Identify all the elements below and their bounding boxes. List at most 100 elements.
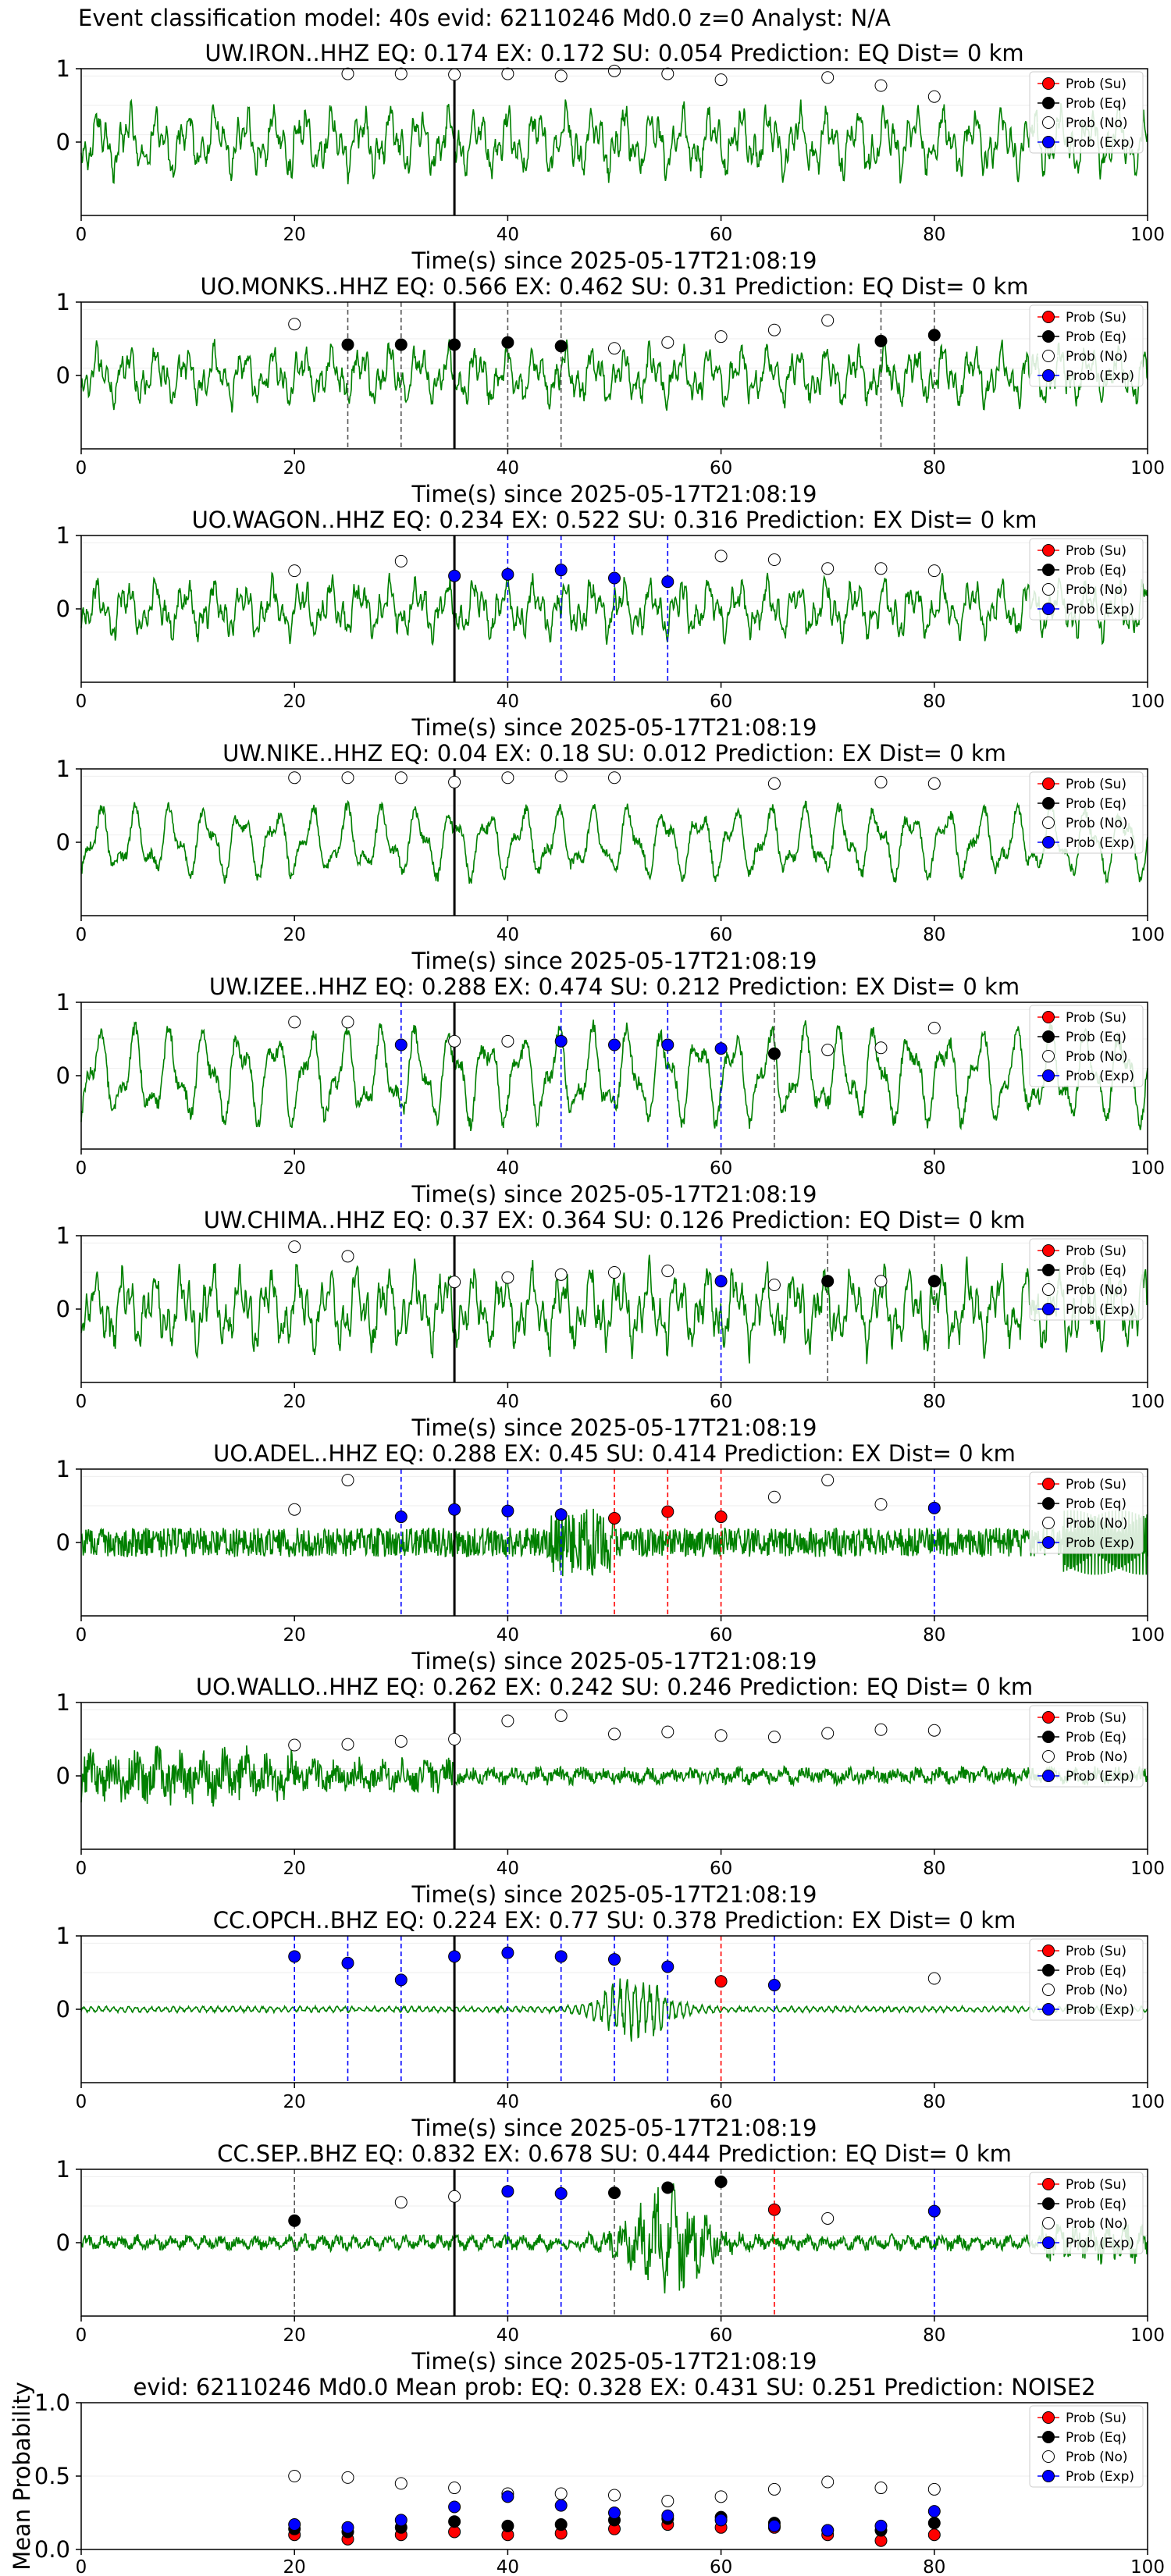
prob-marker-no bbox=[501, 1714, 514, 1727]
legend-label-exp: Prob (Exp) bbox=[1066, 2236, 1134, 2251]
waveform-trace bbox=[80, 799, 1148, 884]
legend-label-exp: Prob (Exp) bbox=[1066, 368, 1134, 384]
station-panel-0: UW.IRON..HHZ EQ: 0.174 EX: 0.172 SU: 0.0… bbox=[56, 40, 1165, 274]
x-tick-label: 100 bbox=[1130, 2092, 1165, 2112]
x-tick-label: 0 bbox=[76, 925, 87, 945]
mean-marker-exp bbox=[874, 2519, 888, 2532]
legend-label-exp: Prob (Exp) bbox=[1066, 2002, 1134, 2018]
prob-marker-no bbox=[767, 323, 781, 336]
legend-marker-no bbox=[1042, 1517, 1055, 1529]
y-tick-label: 0 bbox=[56, 2229, 70, 2256]
legend-frame bbox=[1029, 71, 1144, 154]
x-tick-label: 40 bbox=[497, 1158, 519, 1179]
y-tick-label: 1.0 bbox=[34, 2389, 70, 2416]
y-tick-label: 0 bbox=[56, 1062, 70, 1089]
legend: Prob (Su) Prob (Eq) Prob (No) Prob (Exp) bbox=[1029, 1938, 1144, 2021]
prob-marker-exp bbox=[608, 1953, 621, 1966]
prob-marker-exp bbox=[501, 568, 514, 581]
legend: Prob (Su) Prob (Eq) Prob (No) Prob (Exp) bbox=[1029, 1471, 1144, 1554]
legend-label-no: Prob (No) bbox=[1066, 1983, 1128, 1998]
x-tick-label: 0 bbox=[76, 1859, 87, 1879]
prob-marker-no bbox=[874, 79, 888, 92]
mean-prob-panel: evid: 62110246 Md0.0 Mean prob: EQ: 0.32… bbox=[9, 2374, 1165, 2576]
legend-label-su: Prob (Su) bbox=[1066, 2411, 1127, 2426]
x-tick-label: 100 bbox=[1130, 1158, 1165, 1179]
legend: Prob (Su) Prob (Eq) Prob (No) Prob (Exp) bbox=[1029, 71, 1144, 154]
prob-marker-no bbox=[341, 1250, 354, 1263]
x-tick-label: 100 bbox=[1130, 2325, 1165, 2346]
y-tick-label: 1 bbox=[56, 989, 70, 1016]
prob-marker-no bbox=[554, 1268, 568, 1281]
legend-marker-su bbox=[1042, 311, 1055, 323]
prob-marker-no bbox=[874, 1041, 888, 1055]
prob-marker-exp bbox=[554, 1034, 568, 1048]
x-tick-label: 40 bbox=[497, 1392, 519, 1412]
x-tick-label: 40 bbox=[497, 1859, 519, 1879]
legend-label-su: Prob (Su) bbox=[1066, 1710, 1127, 1726]
x-tick-label: 60 bbox=[710, 1158, 732, 1179]
legend-label-su: Prob (Su) bbox=[1066, 1010, 1127, 1026]
x-tick-label: 0 bbox=[76, 1625, 87, 1646]
mean-marker-eq bbox=[927, 2517, 941, 2530]
legend-frame bbox=[1029, 538, 1144, 621]
prob-marker-no bbox=[288, 318, 301, 331]
prob-marker-no bbox=[821, 1727, 835, 1740]
x-tick-label: 60 bbox=[710, 2325, 732, 2346]
prob-marker-no bbox=[767, 553, 781, 567]
x-tick-label: 40 bbox=[497, 2092, 519, 2112]
x-axis-label: Time(s) since 2025-05-17T21:08:19 bbox=[411, 1181, 817, 1208]
y-tick-label: 0 bbox=[56, 1529, 70, 1556]
legend: Prob (Su) Prob (Eq) Prob (No) Prob (Exp) bbox=[1029, 538, 1144, 621]
mean-marker-exp bbox=[554, 2499, 568, 2512]
station-panel-8: CC.OPCH..BHZ EQ: 0.224 EX: 0.77 SU: 0.37… bbox=[56, 1907, 1165, 2141]
x-tick-label: 0 bbox=[76, 692, 87, 712]
legend-label-su: Prob (Su) bbox=[1066, 777, 1127, 792]
mean-marker-eq bbox=[554, 2518, 568, 2532]
legend-marker-no bbox=[1042, 583, 1055, 596]
legend-marker-no bbox=[1042, 817, 1055, 829]
legend-marker-exp bbox=[1042, 2236, 1055, 2249]
legend-marker-exp bbox=[1042, 1303, 1055, 1315]
x-tick-label: 100 bbox=[1130, 1625, 1165, 1646]
legend-label-su: Prob (Su) bbox=[1066, 543, 1127, 559]
x-tick-label: 20 bbox=[283, 458, 306, 479]
legend-label-eq: Prob (Eq) bbox=[1066, 1030, 1127, 1045]
x-tick-label: 80 bbox=[923, 225, 945, 245]
legend-marker-eq bbox=[1042, 1264, 1055, 1276]
prob-marker-no bbox=[288, 1503, 301, 1516]
x-tick-label: 100 bbox=[1130, 1859, 1165, 1879]
prob-marker-eq bbox=[341, 338, 354, 351]
x-axis-label: Time(s) since 2025-05-17T21:08:19 bbox=[411, 2115, 817, 2141]
prob-marker-no bbox=[927, 1972, 941, 1985]
prob-marker-exp bbox=[394, 1038, 408, 1051]
legend-label-exp: Prob (Exp) bbox=[1066, 835, 1134, 851]
x-tick-label: 0 bbox=[76, 2325, 87, 2346]
mean-marker-eq bbox=[448, 2515, 461, 2528]
prob-marker-eq bbox=[714, 2175, 728, 2188]
legend: Prob (Su) Prob (Eq) Prob (No) Prob (Exp) bbox=[1029, 771, 1144, 854]
panel-title: UW.NIKE..HHZ EQ: 0.04 EX: 0.18 SU: 0.012… bbox=[222, 740, 1006, 767]
prob-marker-eq bbox=[927, 1275, 941, 1288]
mean-marker-exp bbox=[394, 2514, 408, 2527]
prob-marker-no bbox=[288, 771, 301, 785]
legend-marker-no bbox=[1042, 1283, 1055, 1296]
legend-marker-no bbox=[1042, 1050, 1055, 1062]
legend-marker-eq bbox=[1042, 1731, 1055, 1743]
legend-marker-exp bbox=[1042, 1770, 1055, 1782]
legend-label-eq: Prob (Eq) bbox=[1066, 1263, 1127, 1279]
y-tick-label: 1 bbox=[56, 522, 70, 549]
legend-frame bbox=[1029, 1238, 1144, 1321]
prob-marker-exp bbox=[554, 1950, 568, 1963]
mean-marker-no bbox=[608, 2489, 621, 2502]
legend-frame bbox=[1029, 1938, 1144, 2021]
prob-marker-no bbox=[394, 554, 408, 568]
station-panel-9: CC.SEP..BHZ EQ: 0.832 EX: 0.678 SU: 0.44… bbox=[56, 2140, 1165, 2375]
legend-frame bbox=[1029, 2405, 1144, 2488]
prob-marker-no bbox=[874, 1723, 888, 1736]
prob-marker-no bbox=[821, 562, 835, 575]
legend-label-exp: Prob (Exp) bbox=[1066, 1769, 1134, 1784]
mean-marker-no bbox=[714, 2490, 728, 2503]
prob-marker-no bbox=[927, 1724, 941, 1737]
prob-marker-no bbox=[501, 1034, 514, 1048]
